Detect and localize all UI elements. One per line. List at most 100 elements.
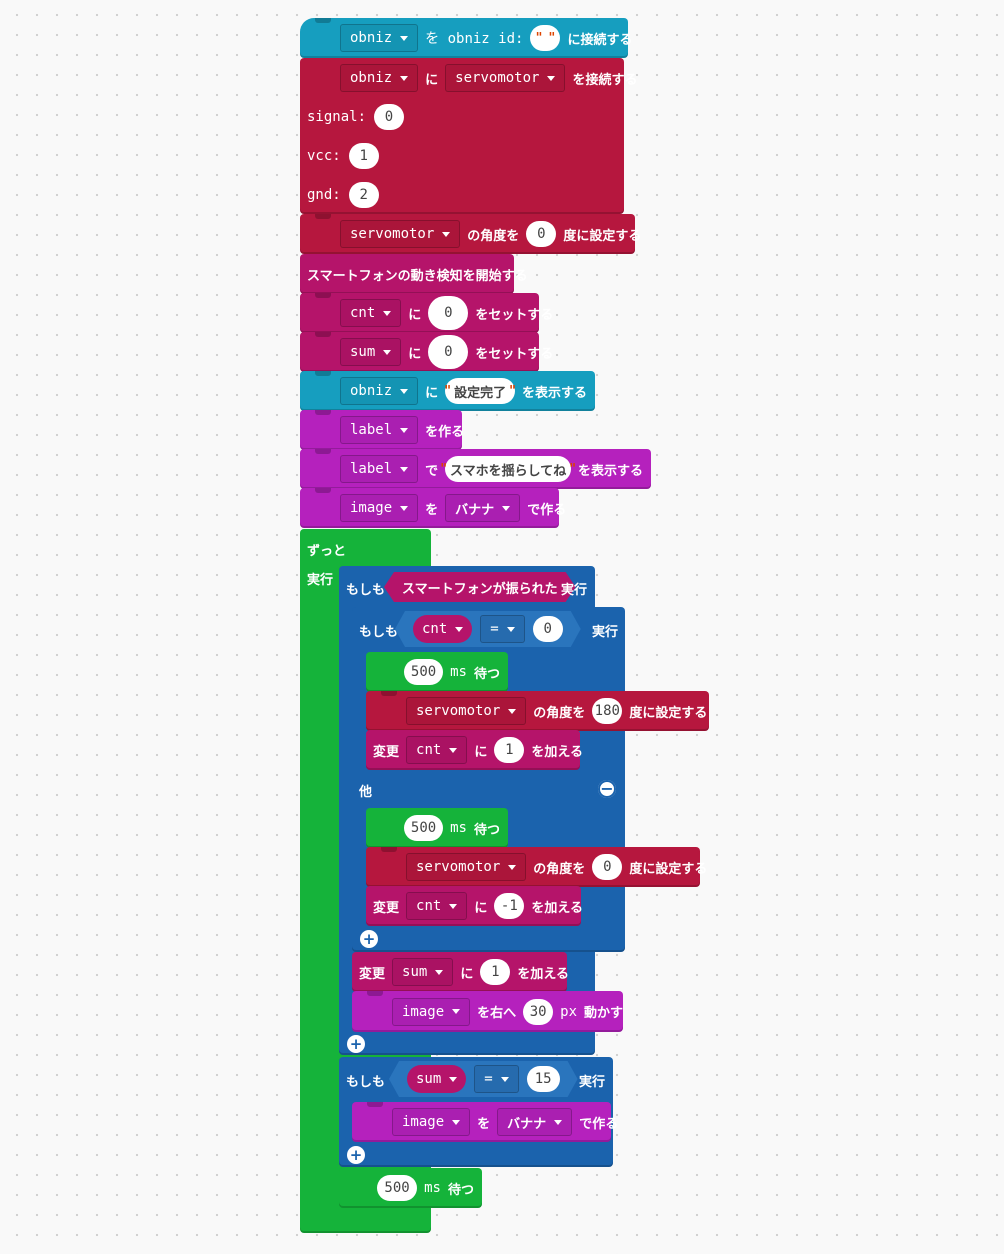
signal-input[interactable]: 0 bbox=[374, 104, 405, 130]
servo-180-var[interactable]: servomotor bbox=[406, 697, 527, 725]
make-image-mid: を bbox=[425, 502, 439, 518]
move-image-end: 動かす bbox=[584, 1006, 624, 1021]
wait-3-label: 待つ bbox=[447, 1182, 474, 1198]
cnt-compare-var[interactable]: cnt bbox=[413, 615, 473, 643]
move-image-input[interactable]: 30 bbox=[523, 998, 554, 1025]
if-sum-if-label: もしも bbox=[346, 1075, 386, 1090]
if-sum-do-label: 実行 bbox=[579, 1075, 606, 1090]
show-done-var[interactable]: obniz bbox=[340, 377, 419, 405]
connect-servo-block[interactable]: obniz に servomotor を接続する signal: 0 vcc: … bbox=[300, 58, 637, 214]
caret-down-icon bbox=[400, 388, 409, 394]
servo-angle-var[interactable]: servomotor bbox=[340, 220, 461, 248]
plus-circle-icon[interactable]: + bbox=[347, 1146, 365, 1164]
set-sum-block[interactable]: sum に 0 をセットする bbox=[300, 332, 553, 372]
sum-compare-value[interactable]: 15 bbox=[526, 1066, 560, 1092]
change-cnt-plus-input[interactable]: 1 bbox=[494, 737, 525, 763]
set-sum-end: をセットする bbox=[475, 346, 554, 362]
set-cnt-end: をセットする bbox=[475, 307, 554, 323]
set-cnt-block[interactable]: cnt に 0 をセットする bbox=[300, 293, 553, 333]
caret-down-icon bbox=[508, 864, 517, 870]
wait-block-3[interactable]: 500 ms 待つ bbox=[339, 1168, 482, 1208]
wait-1-label: 待つ bbox=[473, 666, 500, 682]
if-cnt-if-label: もしも bbox=[359, 625, 399, 640]
servo-0-input[interactable]: 0 bbox=[592, 854, 623, 880]
plus-circle-icon[interactable]: + bbox=[347, 1035, 365, 1053]
make-label-var[interactable]: label bbox=[340, 416, 419, 444]
servo-180-end: 度に設定する bbox=[629, 705, 708, 721]
servo-180-mid: の角度を bbox=[533, 705, 586, 721]
servo-angle-mid: の角度を bbox=[467, 228, 520, 244]
set-sum-var[interactable]: sum bbox=[340, 338, 402, 366]
label-show-var[interactable]: label bbox=[340, 455, 419, 483]
change-sum-input[interactable]: 1 bbox=[480, 959, 511, 985]
label-show-block[interactable]: label で " スマホを揺らしてね " を表示する bbox=[300, 449, 651, 489]
servo-device-dropdown[interactable]: servomotor bbox=[445, 64, 566, 92]
gnd-input[interactable]: 2 bbox=[348, 182, 379, 208]
move-image-var[interactable]: image bbox=[392, 997, 471, 1026]
change-cnt-minus-end: を加える bbox=[531, 900, 583, 916]
make-label-block[interactable]: label を作る bbox=[300, 410, 464, 450]
show-done-text-input[interactable]: " 設定完了 " bbox=[444, 378, 516, 404]
caret-down-icon bbox=[400, 35, 409, 41]
wait-3-unit: ms bbox=[424, 1180, 441, 1196]
change-cnt-plus-end: を加える bbox=[531, 744, 583, 760]
change-sum-block[interactable]: 変更 sum に 1 を加える bbox=[352, 952, 569, 992]
caret-down-icon bbox=[547, 75, 556, 81]
caret-down-icon bbox=[506, 626, 515, 632]
change-cnt-minus-var[interactable]: cnt bbox=[406, 892, 468, 920]
obniz-var-dropdown[interactable]: obniz bbox=[340, 24, 419, 52]
servo-angle-block[interactable]: servomotor の角度を 0 度に設定する bbox=[300, 214, 641, 254]
if-cnt-do-label: 実行 bbox=[592, 625, 619, 640]
cnt-compare-value[interactable]: 0 bbox=[532, 616, 563, 642]
connect-obniz-end: に接続する bbox=[567, 32, 633, 48]
change-cnt-plus-var[interactable]: cnt bbox=[406, 736, 468, 764]
servo-0-var[interactable]: servomotor bbox=[406, 853, 527, 881]
make-image-choice[interactable]: バナナ bbox=[445, 494, 521, 522]
vcc-input[interactable]: 1 bbox=[348, 143, 379, 169]
label-show-text-input[interactable]: " スマホを揺らしてね " bbox=[440, 456, 576, 482]
servo-obniz-dropdown[interactable]: obniz bbox=[340, 64, 419, 92]
wait-block-2[interactable]: 500 ms 待つ bbox=[366, 808, 508, 848]
caret-down-icon bbox=[400, 466, 409, 472]
servo-angle-180-block[interactable]: servomotor の角度を 180 度に設定する bbox=[366, 691, 709, 731]
minus-circle-icon[interactable]: − bbox=[598, 780, 616, 798]
caret-down-icon bbox=[449, 747, 458, 753]
wait-block-1[interactable]: 500 ms 待つ bbox=[366, 652, 508, 692]
caret-down-icon bbox=[435, 969, 444, 975]
wait-3-input[interactable]: 500 bbox=[377, 1175, 418, 1201]
make-image-block[interactable]: image を バナナ で作る bbox=[300, 488, 566, 528]
sum-compare-op[interactable]: = bbox=[474, 1065, 519, 1093]
phone-motion-block[interactable]: スマートフォンの動き検知を開始する bbox=[300, 254, 528, 294]
set-cnt-input[interactable]: 0 bbox=[428, 296, 469, 330]
shaken-condition[interactable]: スマートフォンが振られた bbox=[384, 572, 576, 602]
sum-compare-var[interactable]: sum bbox=[407, 1065, 467, 1093]
servo-angle-input[interactable]: 0 bbox=[526, 221, 557, 247]
remake-image-block[interactable]: image を バナナ で作る bbox=[352, 1102, 618, 1142]
show-done-block[interactable]: obniz に " 設定完了 " を表示する bbox=[300, 371, 595, 411]
obniz-id-input[interactable]: " " bbox=[530, 25, 561, 51]
move-image-block[interactable]: image を右へ 30 px 動かす bbox=[352, 991, 623, 1032]
change-cnt-plus-block[interactable]: 変更 cnt に 1 を加える bbox=[366, 730, 583, 770]
servo-angle-0-block[interactable]: servomotor の角度を 0 度に設定する bbox=[366, 847, 707, 887]
set-cnt-var[interactable]: cnt bbox=[340, 299, 402, 327]
wait-2-input[interactable]: 500 bbox=[404, 815, 444, 841]
caret-down-icon bbox=[383, 310, 392, 316]
caret-down-icon bbox=[449, 903, 458, 909]
remake-image-choice[interactable]: バナナ bbox=[497, 1108, 573, 1136]
make-image-var[interactable]: image bbox=[340, 494, 419, 522]
cnt-compare-op[interactable]: = bbox=[480, 615, 525, 643]
cnt-compare[interactable]: cnt = 0 bbox=[395, 611, 581, 647]
connect-obniz-block[interactable]: obniz を obniz id: " " に接続する bbox=[300, 18, 632, 58]
plus-circle-icon[interactable]: + bbox=[360, 930, 378, 948]
caret-down-icon bbox=[400, 505, 409, 511]
change-cnt-minus-block[interactable]: 変更 cnt に -1 を加える bbox=[366, 886, 583, 926]
change-sum-var[interactable]: sum bbox=[392, 958, 454, 986]
wait-1-input[interactable]: 500 bbox=[404, 659, 444, 685]
sum-compare[interactable]: sum = 15 bbox=[389, 1061, 578, 1097]
remake-image-var[interactable]: image bbox=[392, 1108, 471, 1136]
shaken-condition-label: スマートフォンが振られた bbox=[402, 581, 558, 597]
change-cnt-minus-input[interactable]: -1 bbox=[494, 893, 525, 919]
show-done-mid: に bbox=[425, 385, 439, 401]
servo-180-input[interactable]: 180 bbox=[592, 698, 623, 724]
set-sum-input[interactable]: 0 bbox=[428, 335, 469, 369]
